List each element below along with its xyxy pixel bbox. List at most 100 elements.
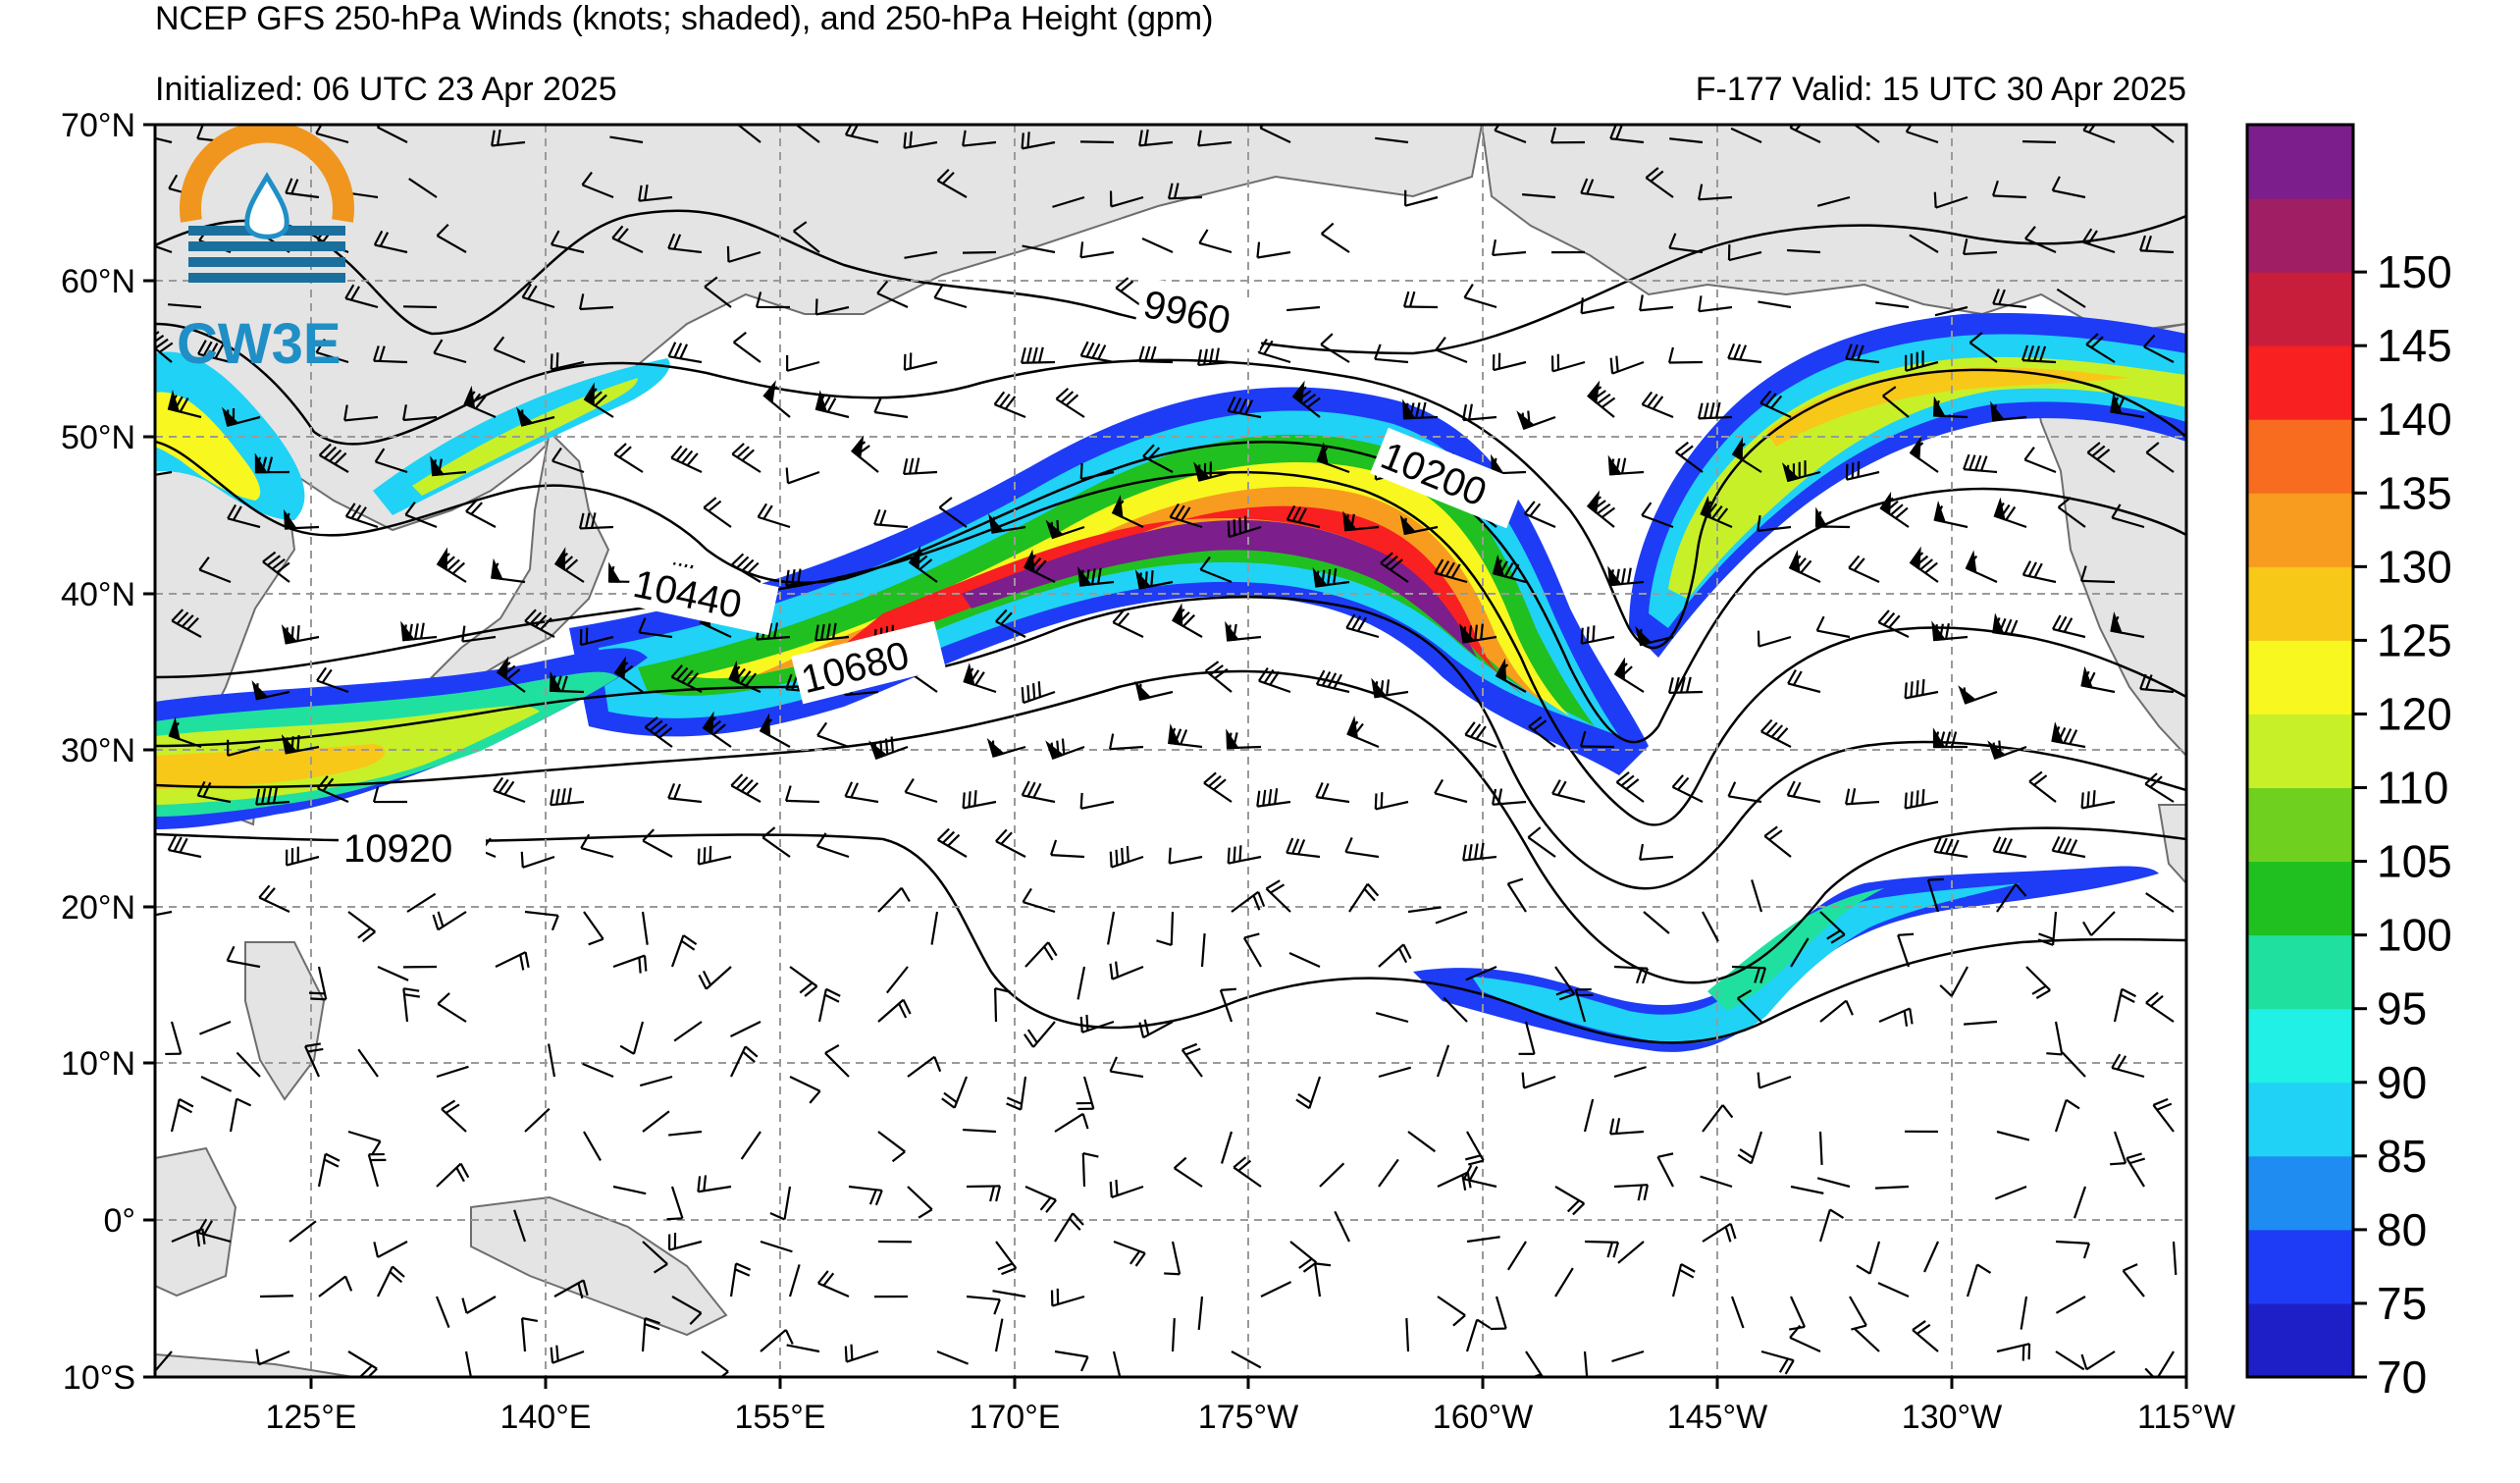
wind-barb [1751, 879, 1763, 913]
wind-barb [318, 1275, 353, 1298]
wind-barb [1465, 965, 1497, 981]
wind-barb [315, 125, 349, 144]
wind-barb [993, 391, 1026, 419]
wind-barb [251, 680, 290, 701]
wind-barb [1963, 453, 1998, 474]
wind-barb [581, 171, 614, 199]
wind-barb [496, 656, 526, 693]
wind-barb [639, 1075, 673, 1087]
lat-label: 70°N [61, 107, 135, 144]
wind-barb [1225, 620, 1262, 642]
colorbar-segment [2247, 934, 2353, 1010]
wind-barb [491, 129, 526, 147]
colorbar-label: 150 [2377, 246, 2452, 297]
wind-barb [814, 390, 850, 419]
valid-time: F-177 Valid: 15 UTC 30 Apr 2025 [1695, 71, 2186, 108]
wind-barb [550, 352, 585, 371]
wind-barb [962, 250, 997, 254]
wind-barb [613, 656, 644, 693]
wind-barb [1141, 237, 1174, 254]
wind-barb [814, 622, 850, 642]
lon-label: 140°E [499, 1399, 591, 1436]
wind-barb [1399, 514, 1439, 536]
wind-barb [1639, 294, 1674, 312]
wind-barb [513, 1209, 527, 1243]
colorbar-label: 130 [2377, 541, 2452, 592]
colorbar-label: 105 [2377, 836, 2452, 887]
wind-barb [2073, 1186, 2087, 1219]
wind-barb [259, 1295, 294, 1298]
wind-barb [171, 609, 202, 638]
wind-barb [1736, 989, 1762, 1023]
colorbar-segment [2247, 787, 2353, 863]
lon-label: 155°E [734, 1399, 825, 1436]
wind-barb [2046, 1021, 2064, 1056]
wind-barb [1912, 1320, 1939, 1352]
wind-barb [435, 1296, 450, 1329]
wind-barb [524, 910, 559, 931]
colorbar-segment [2247, 640, 2353, 715]
wind-barb [2145, 892, 2175, 913]
wind-barb [1763, 825, 1792, 858]
wind-barb [1334, 1210, 1350, 1243]
wind-barb [1167, 183, 1203, 200]
wind-barb [1909, 234, 1939, 253]
wind-barb [1580, 178, 1615, 199]
wind-barb [1882, 386, 1910, 418]
wind-barb [817, 987, 841, 1023]
wind-barb [402, 987, 420, 1023]
wind-barb [197, 340, 232, 364]
wind-barb [1933, 191, 1969, 209]
wind-barb [904, 250, 938, 259]
wind-barb [1639, 843, 1674, 861]
wind-barb [1757, 514, 1792, 532]
wind-barb [229, 1097, 252, 1133]
wind-barb [816, 1270, 850, 1298]
wind-barb [1492, 238, 1527, 257]
lat-label: 50°N [61, 419, 135, 456]
wind-barb [226, 945, 261, 969]
wind-barb [2172, 1241, 2178, 1275]
wind-barb [697, 1175, 732, 1193]
wind-barb [930, 911, 939, 945]
wind-barb [1819, 999, 1854, 1023]
wind-barb [844, 781, 879, 804]
wind-barb [1378, 1158, 1399, 1188]
wind-barb [408, 178, 438, 198]
wind-barb [786, 1344, 820, 1353]
wind-barb [347, 1351, 378, 1377]
wind-barb [1700, 1175, 1733, 1189]
wind-barb [1521, 1072, 1556, 1089]
wind-barb [1964, 1020, 1998, 1026]
wind-barb [464, 1351, 473, 1377]
wind-barb [1702, 1222, 1737, 1243]
wind-barb [1702, 1104, 1734, 1133]
wind-barb [374, 448, 408, 474]
wind-barb [1055, 387, 1085, 418]
wind-barb [1781, 460, 1821, 483]
wind-barb [1494, 125, 1527, 144]
wind-barb [1404, 189, 1439, 207]
wind-barb [666, 1186, 684, 1221]
wind-barb [406, 892, 437, 913]
colorbar-label: 100 [2377, 910, 2452, 961]
wind-barb [769, 1186, 792, 1221]
wind-barb [1227, 845, 1262, 865]
wind-barb [1554, 966, 1576, 1001]
wind-barb [2051, 176, 2086, 199]
wind-barb [1607, 565, 1645, 587]
colorbar-label: 95 [2377, 983, 2427, 1034]
wind-barb [1104, 1351, 1122, 1377]
wind-barb [2110, 610, 2145, 639]
wind-barb [1436, 1044, 1450, 1078]
wind-barb [2085, 333, 2116, 363]
wind-barb [1265, 879, 1291, 913]
wind-barb [1231, 890, 1266, 913]
wind-barb [2110, 392, 2145, 419]
wind-barb [2086, 442, 2116, 473]
wind-barb [1197, 1296, 1204, 1330]
wind-barb [1551, 779, 1586, 804]
wind-barb [1845, 788, 1880, 806]
wind-barb [1109, 1056, 1144, 1079]
wind-barb [155, 1351, 173, 1373]
